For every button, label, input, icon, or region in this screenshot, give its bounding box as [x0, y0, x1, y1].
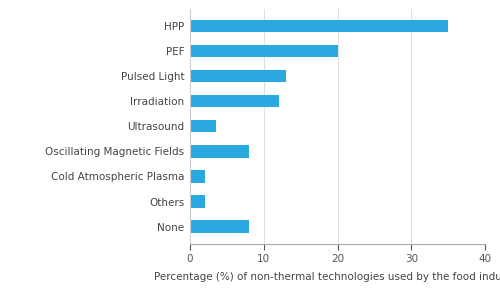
Bar — [190, 70, 286, 82]
Bar — [190, 95, 278, 108]
Bar — [190, 120, 216, 132]
X-axis label: Percentage (%) of non-thermal technologies used by the food industry: Percentage (%) of non-thermal technologi… — [154, 272, 500, 282]
Bar — [190, 170, 205, 183]
Bar — [190, 145, 249, 158]
Bar — [190, 20, 448, 32]
Bar — [190, 220, 249, 233]
Bar — [190, 195, 205, 208]
Bar — [190, 45, 338, 57]
